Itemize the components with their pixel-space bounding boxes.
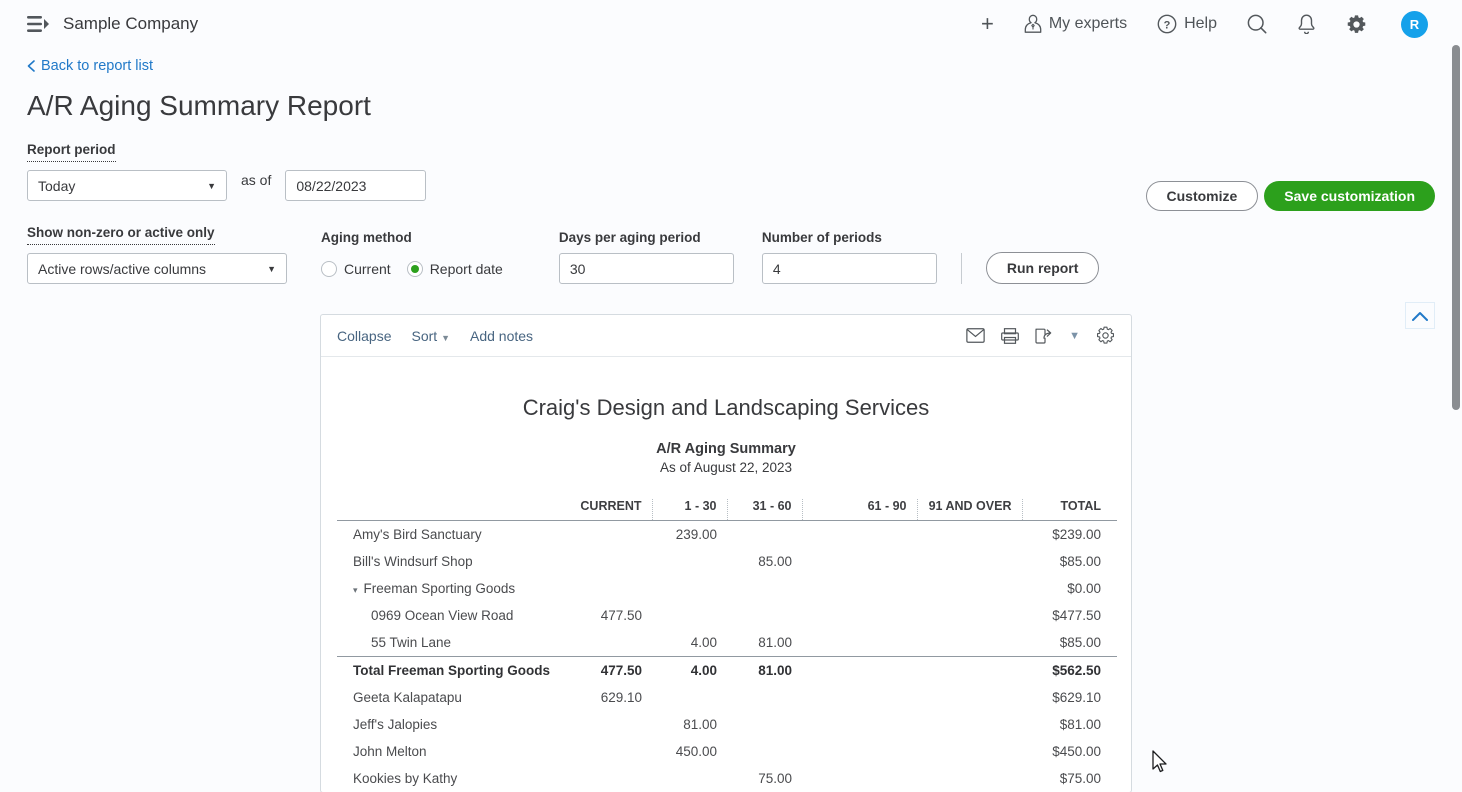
svg-text:?: ? [1164,19,1171,31]
